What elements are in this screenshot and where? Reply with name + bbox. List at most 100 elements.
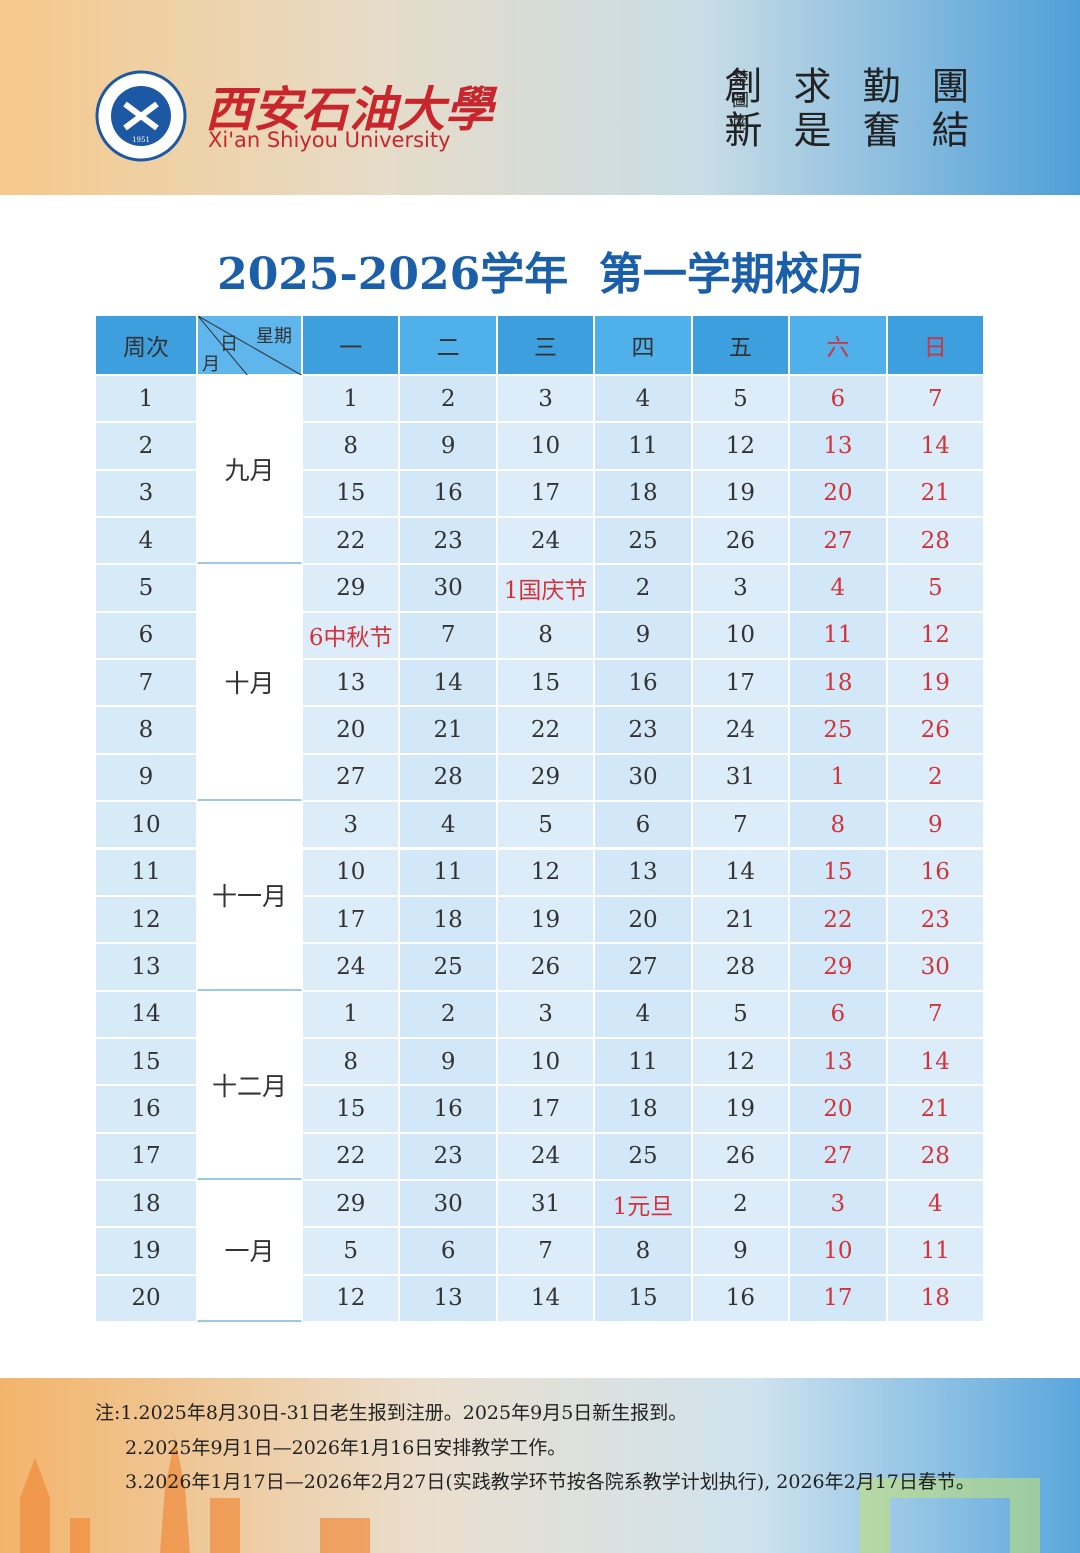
- day-cell: 12: [302, 1274, 400, 1322]
- motto-phrase: 求是: [787, 66, 831, 154]
- day-cell: 20: [789, 1085, 887, 1133]
- day-cell: 11: [886, 1227, 984, 1275]
- day-cell: 10: [302, 848, 400, 896]
- day-cell: 12: [691, 1037, 790, 1086]
- month-cell: 九月: [197, 375, 302, 565]
- day-cell: 5: [691, 375, 790, 423]
- day-cell: 6: [789, 990, 887, 1038]
- day-cell: 23: [886, 895, 984, 944]
- header-band: 1951 西安石油大學 Xi'an Shiyou University 楚圖南 …: [0, 0, 1080, 195]
- day-cell: 19: [691, 1085, 790, 1133]
- month-cell: 一月: [197, 1179, 302, 1322]
- skyline: [20, 1438, 1040, 1553]
- footer-band: 注:1.2025年8月30日-31日老生报到注册。2025年9月5日新生报到。 2…: [0, 1378, 1080, 1553]
- month-cell: 十二月: [197, 990, 302, 1180]
- day-cell: 23: [594, 706, 692, 754]
- day-cell: 3: [496, 375, 595, 423]
- day-cell: 27: [302, 753, 400, 802]
- day-cell: 30: [594, 753, 692, 802]
- day-cell: 1: [302, 990, 400, 1038]
- week-number: 16: [95, 1085, 197, 1133]
- day-cell: 11: [399, 848, 497, 896]
- day-cell: 8: [594, 1227, 692, 1275]
- day-cell: 2: [886, 753, 984, 802]
- day-cell: 6: [789, 375, 887, 423]
- day-cell: 10: [496, 1037, 595, 1086]
- day-cell: 21: [691, 895, 790, 944]
- day-cell: 24: [302, 943, 400, 991]
- day-cell: 7: [691, 801, 790, 849]
- university-name: 西安石油大學: [205, 82, 494, 138]
- week-number: 8: [95, 706, 197, 754]
- day-cell: 13: [594, 848, 692, 896]
- day-cell: 8: [302, 422, 400, 470]
- motto-phrase: 創新: [718, 66, 762, 154]
- week-number: 1: [95, 375, 197, 423]
- day-cell: 31: [496, 1179, 595, 1228]
- header-cell: 周次: [95, 315, 197, 375]
- day-cell: 26: [496, 943, 595, 991]
- day-cell: 15: [789, 848, 887, 896]
- day-cell: 9: [399, 1037, 497, 1086]
- day-cell: 24: [496, 517, 595, 565]
- day-cell: 14: [886, 1037, 984, 1086]
- day-cell: 28: [691, 943, 790, 991]
- day-cell: 5: [496, 801, 595, 849]
- diag-label: 月: [202, 354, 220, 375]
- day-cell: 31: [691, 753, 790, 802]
- day-cell: 8: [302, 1037, 400, 1086]
- logo: 1951: [95, 70, 187, 162]
- day-cell: 12: [691, 422, 790, 470]
- day-cell: 16: [691, 1274, 790, 1322]
- day-cell: 19: [886, 659, 984, 707]
- day-cell: 7: [399, 611, 497, 660]
- day-cell: 25: [594, 517, 692, 565]
- week-number: 13: [95, 943, 197, 991]
- day-cell: 8: [789, 801, 887, 849]
- day-cell: 6中秋节: [302, 611, 400, 660]
- note-line: 3.2026年1月17日—2026年2月27日(实践教学环节按各院系教学计划执行…: [95, 1465, 975, 1500]
- note-line: 2.2025年9月1日—2026年1月16日安排教学工作。: [95, 1431, 975, 1466]
- university-name-en: Xi'an Shiyou University: [208, 128, 451, 152]
- day-cell: 29: [302, 1179, 400, 1228]
- month-cell: 十一月: [197, 801, 302, 991]
- week-number: 6: [95, 611, 197, 660]
- day-cell: 1国庆节: [496, 564, 595, 612]
- day-cell: 17: [496, 1085, 595, 1133]
- day-cell: 6: [594, 801, 692, 849]
- week-number: 20: [95, 1274, 197, 1322]
- week-number: 4: [95, 517, 197, 565]
- day-cell: 24: [496, 1132, 595, 1180]
- day-cell: 17: [691, 659, 790, 707]
- day-cell: 17: [496, 469, 595, 518]
- day-cell: 11: [594, 1037, 692, 1086]
- note-text: 2.2025年9月1日—2026年1月16日安排教学工作。: [125, 1436, 567, 1459]
- day-cell: 7: [496, 1227, 595, 1275]
- day-cell: 9: [886, 801, 984, 849]
- day-cell: 2: [691, 1179, 790, 1228]
- day-cell: 24: [691, 706, 790, 754]
- day-cell: 29: [496, 753, 595, 802]
- day-cell: 20: [594, 895, 692, 944]
- day-cell: 30: [886, 943, 984, 991]
- day-cell: 29: [789, 943, 887, 991]
- day-cell: 20: [789, 469, 887, 518]
- note-line: 注:1.2025年8月30日-31日老生报到注册。2025年9月5日新生报到。: [95, 1396, 975, 1431]
- day-cell: 14: [886, 422, 984, 470]
- day-cell: 18: [399, 895, 497, 944]
- week-number: 14: [95, 990, 197, 1038]
- day-cell: 2: [399, 375, 497, 423]
- notes: 注:1.2025年8月30日-31日老生报到注册。2025年9月5日新生报到。 2…: [95, 1396, 975, 1500]
- day-cell: 4: [399, 801, 497, 849]
- weekday-header: 二: [399, 315, 497, 375]
- weekday-header: 三: [496, 315, 595, 375]
- day-cell: 18: [594, 469, 692, 518]
- day-cell: 3: [302, 801, 400, 849]
- day-cell: 29: [302, 564, 400, 612]
- day-cell: 25: [399, 943, 497, 991]
- weekday-header: 一: [302, 315, 400, 375]
- day-cell: 30: [399, 1179, 497, 1228]
- week-number: 19: [95, 1227, 197, 1275]
- calligrapher: 楚圖南: [732, 69, 749, 133]
